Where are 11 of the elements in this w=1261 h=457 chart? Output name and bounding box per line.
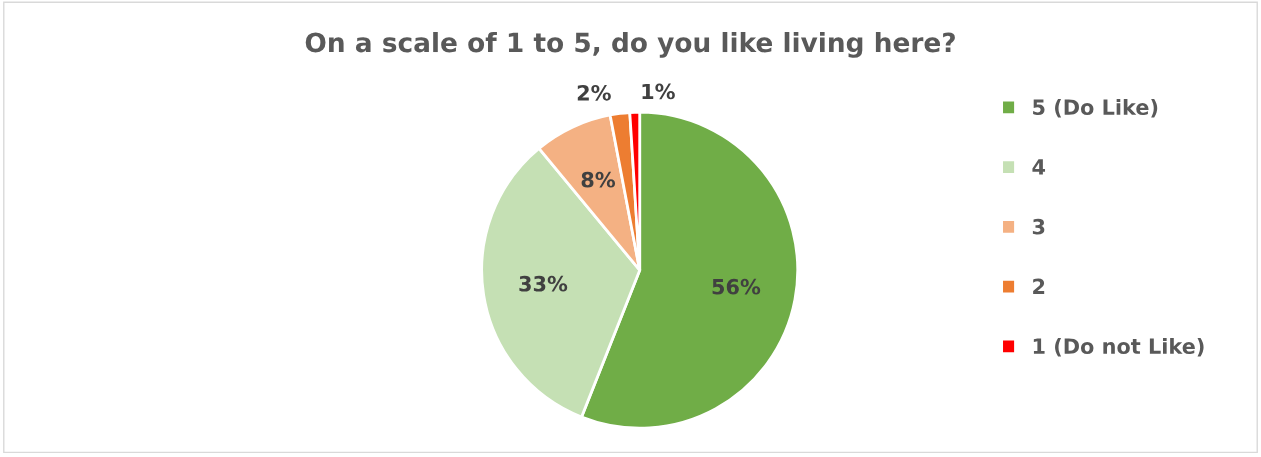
legend-label: 5 (Do Like) [1033, 98, 1158, 118]
data-label: 2% [577, 84, 611, 101]
chart-title: On a scale of 1 to 5, do you like living here? [305, 31, 955, 58]
data-label: 1% [642, 83, 675, 100]
legend-label: 2 [1033, 278, 1045, 294]
data-label: 8% [581, 171, 616, 188]
data-label: 33% [519, 275, 568, 292]
legend-label: 4 [1032, 159, 1046, 175]
legend-label: 3 [1032, 218, 1045, 235]
legend-label: 1 (Do not Like) [1033, 337, 1204, 357]
data-label: 56% [712, 278, 761, 295]
